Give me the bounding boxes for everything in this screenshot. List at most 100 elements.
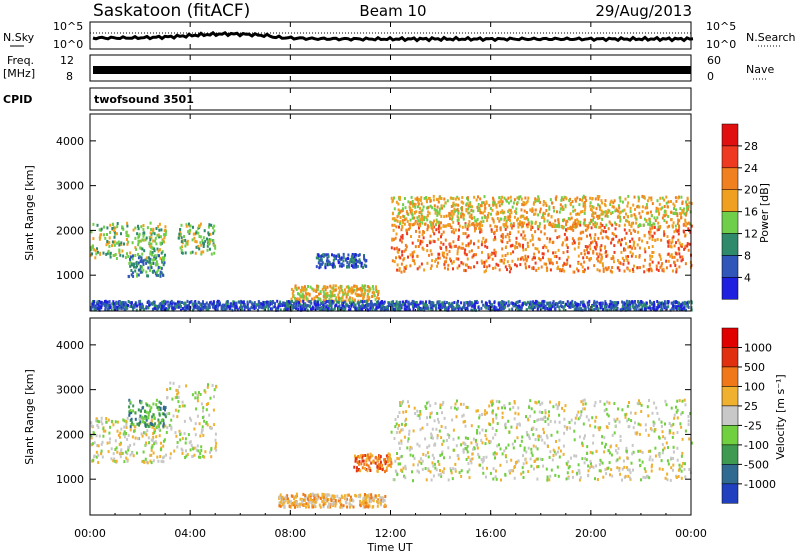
data-cell	[423, 215, 426, 219]
data-cell	[214, 244, 217, 248]
data-cell	[686, 301, 689, 305]
data-cell	[247, 308, 250, 311]
data-cell	[637, 199, 640, 203]
data-cell	[158, 422, 161, 426]
data-cell	[462, 217, 465, 221]
data-cell	[109, 223, 112, 227]
data-cell	[457, 203, 460, 207]
data-cell	[632, 221, 635, 225]
data-cell	[690, 308, 693, 312]
data-cell	[150, 245, 153, 249]
data-cell	[164, 406, 167, 410]
data-cell	[599, 248, 602, 252]
data-cell	[481, 216, 484, 220]
data-cell	[441, 301, 444, 305]
data-cell	[294, 301, 297, 305]
data-cell	[147, 266, 150, 270]
data-cell	[618, 268, 621, 272]
data-cell	[558, 210, 561, 214]
data-cell	[180, 249, 183, 252]
data-cell	[374, 461, 377, 465]
data-cell	[368, 296, 371, 300]
data-cell	[660, 264, 663, 268]
data-cell	[638, 211, 641, 215]
data-cell	[372, 303, 375, 307]
data-cell	[551, 241, 554, 245]
data-cell	[343, 300, 346, 304]
data-cell	[340, 264, 343, 268]
data-cell	[361, 288, 364, 292]
data-cell	[663, 214, 666, 218]
data-cell	[641, 239, 644, 243]
data-cell	[512, 250, 515, 254]
data-cell	[349, 505, 351, 509]
data-cell	[133, 265, 135, 269]
data-cell	[438, 220, 440, 224]
data-cell	[405, 245, 408, 249]
data-cell	[606, 253, 609, 257]
data-cell	[648, 196, 651, 200]
data-cell	[111, 244, 113, 248]
data-cell	[573, 304, 575, 308]
data-cell	[95, 252, 98, 256]
data-cell	[418, 235, 421, 239]
data-cell	[122, 303, 125, 307]
data-cell	[162, 257, 165, 261]
data-cell	[191, 302, 194, 306]
data-cell	[685, 211, 688, 215]
data-cell	[187, 433, 190, 437]
data-cell	[635, 303, 638, 307]
data-cell	[338, 264, 341, 268]
data-cell	[149, 265, 152, 269]
data-cell	[569, 212, 572, 216]
data-cell	[558, 305, 561, 309]
data-cell	[674, 304, 676, 308]
data-cell	[576, 267, 578, 271]
data-cell	[345, 501, 348, 505]
data-cell	[457, 197, 460, 201]
data-cell	[148, 303, 151, 307]
data-cell	[617, 259, 619, 262]
data-cell	[180, 240, 183, 244]
data-cell	[204, 303, 207, 306]
data-cell	[583, 223, 586, 227]
data-cell	[235, 306, 238, 310]
data-cell	[153, 416, 156, 420]
data-cell	[175, 305, 178, 309]
data-cell	[494, 254, 497, 258]
data-cell	[529, 300, 532, 304]
data-cell	[514, 244, 517, 248]
data-cell	[471, 255, 474, 259]
data-cell	[486, 265, 488, 269]
data-cell	[134, 417, 137, 421]
data-cell	[670, 200, 672, 203]
data-cell	[399, 256, 402, 260]
noise-right-label: N.Search	[746, 31, 796, 44]
data-cell	[342, 293, 345, 297]
data-cell	[302, 308, 305, 312]
data-cell	[158, 434, 161, 438]
data-cell	[683, 222, 685, 226]
data-cell	[390, 307, 393, 311]
data-cell	[596, 257, 599, 261]
data-cell	[386, 305, 389, 308]
data-cell	[556, 303, 559, 307]
data-cell	[228, 307, 231, 311]
data-cell	[582, 194, 585, 198]
data-cell	[583, 201, 586, 204]
data-cell	[306, 303, 309, 307]
data-cell	[180, 308, 182, 312]
data-cell	[328, 493, 331, 497]
data-cell	[158, 235, 161, 239]
data-cell	[177, 391, 180, 395]
data-cell	[322, 503, 325, 507]
data-cell	[551, 262, 554, 266]
data-cell	[293, 302, 296, 306]
data-cell	[501, 195, 504, 199]
data-cell	[287, 302, 290, 306]
data-cell	[572, 209, 575, 213]
data-cell	[656, 199, 659, 203]
data-cell	[473, 306, 476, 310]
data-cell	[382, 496, 385, 500]
data-cell	[194, 391, 197, 395]
